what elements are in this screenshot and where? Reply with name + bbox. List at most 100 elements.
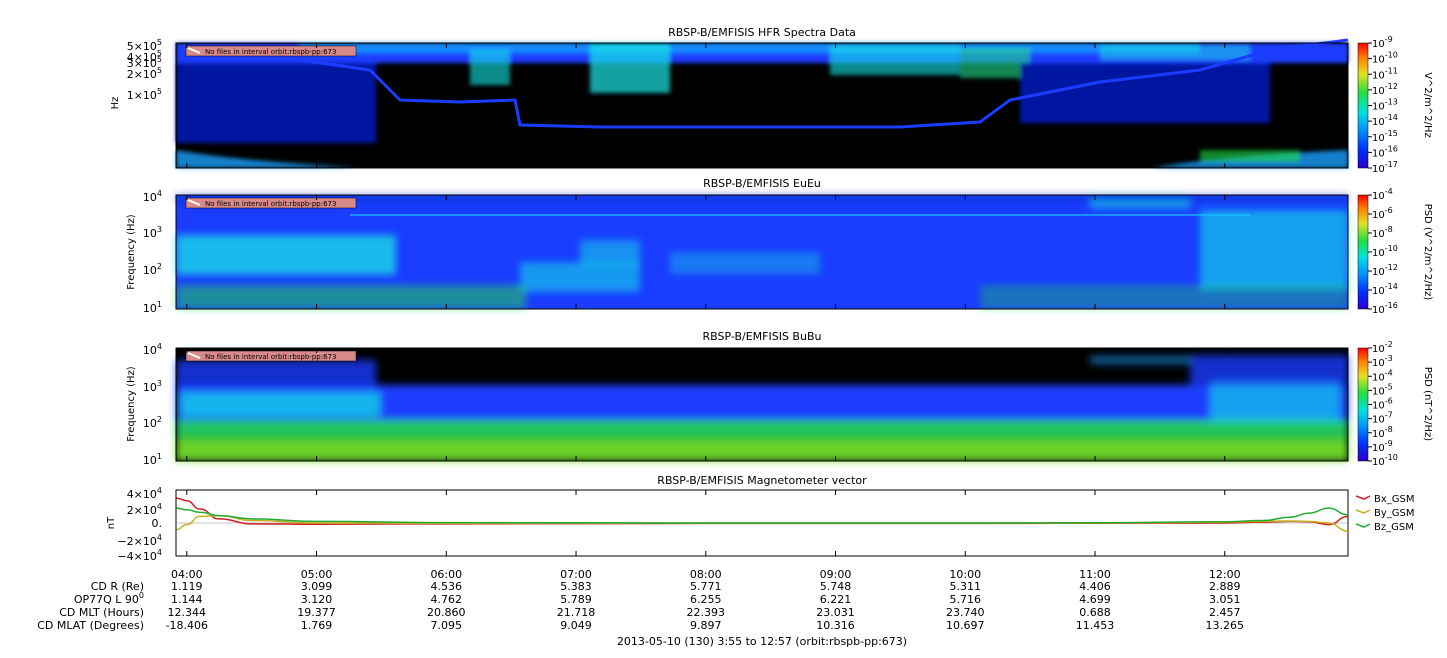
ephemeris-row-label: OP77Q L 900 (74, 591, 144, 606)
ephemeris-value: 4.536 (431, 580, 463, 593)
legend-label: By_GSM (1374, 508, 1415, 519)
eueu-colorbar-ticks: 10-4 10-6 10-8 10-10 10-12 10-14 10-16 (1368, 187, 1398, 316)
legend-swatch (1355, 509, 1371, 514)
colorbar-tick-label: 10-16 (1372, 301, 1398, 316)
ephemeris-value: 11.453 (1076, 619, 1115, 632)
ephemeris-value: 2.457 (1209, 606, 1241, 619)
colorbar-tick-label: 10-2 (1372, 340, 1393, 355)
no-files-badge-2: No files in interval orbit:rbspb-pp:673 (185, 197, 357, 209)
ephemeris-row-label: CD MLT (Hours) (59, 606, 144, 619)
ephemeris-value: 5.383 (560, 580, 592, 593)
ephemeris-value: 1.769 (301, 619, 333, 632)
ephemeris-value: 1.119 (171, 580, 203, 593)
y-tick-label: 103 (143, 225, 162, 240)
colorbar-tick-label: 10-15 (1372, 129, 1398, 144)
ephemeris-value: 10.697 (946, 619, 985, 632)
ephemeris-value: 5.748 (820, 580, 852, 593)
mag-y-ticks: 4×104 2×104 0. −2×104 −4×104 (117, 486, 162, 563)
colorbar-tick-label: 10-10 (1372, 51, 1398, 66)
colorbar-tick-label: 10-14 (1372, 113, 1398, 128)
legend-label: Bz_GSM (1374, 522, 1414, 533)
bubu-y-ticks: 104 103 102 101 (143, 342, 162, 467)
ephemeris-value: 5.311 (950, 580, 982, 593)
panel-bubu-title: RBSP-B/EMFISIS BuBu (703, 330, 822, 343)
y-tick-label: 4×105 (127, 49, 162, 64)
y-tick-label: −2×104 (117, 533, 162, 548)
legend-swatch (1355, 523, 1371, 528)
ephemeris-value: 6.255 (690, 593, 722, 606)
ephemeris-value: 5.789 (560, 593, 592, 606)
ephemeris-value: 4.406 (1079, 580, 1111, 593)
ephemeris-value: -18.406 (166, 619, 208, 632)
eueu-colorbar-label: PSD (V^2/m^2/Hz) (1422, 204, 1433, 301)
colorbar-tick-label: 10-10 (1372, 244, 1398, 259)
y-tick-label: 103 (143, 379, 162, 394)
mag-legend: Bx_GSM By_GSM Bz_GSM (1355, 494, 1415, 533)
ephemeris-value: 6.221 (820, 593, 852, 606)
time-label: 08:00 (690, 568, 722, 581)
colorbar-tick-label: 10-11 (1372, 66, 1398, 81)
colorbar-tick-label: 10-14 (1372, 282, 1398, 297)
bubu-spectrogram (176, 355, 1348, 461)
y-tick-label: 2×104 (127, 502, 162, 517)
panel-mag-title: RBSP-B/EMFISIS Magnetometer vector (657, 474, 867, 487)
hfr-colorbar-ticks: 10-910-1010-1110-1210-1310-1410-1510-161… (1368, 35, 1398, 175)
bubu-y-label: Frequency (Hz) (126, 366, 137, 442)
time-label: 11:00 (1079, 568, 1111, 581)
ephemeris-value: 21.718 (557, 606, 596, 619)
colorbar-tick-label: 10-5 (1372, 382, 1393, 397)
y-tick-label: 4×104 (127, 486, 162, 501)
ephemeris-value: 7.095 (431, 619, 463, 632)
ephemeris-table: CD R (Re) 1.119 3.099 4.536 5.383 5.771 5.748 5… (37, 580, 1244, 632)
y-tick-label: 104 (143, 342, 162, 357)
eueu-y-label: Frequency (Hz) (126, 214, 137, 290)
ephemeris-value: 13.265 (1205, 619, 1244, 632)
bubu-frame (175, 347, 1349, 462)
hfr-frame (175, 42, 1349, 169)
y-tick-label: 5×105 (127, 38, 162, 53)
colorbar-tick-label: 10-3 (1372, 354, 1393, 369)
colorbar-tick-label: 10-12 (1372, 82, 1398, 97)
time-label: 12:00 (1209, 568, 1241, 581)
ephemeris-value: 5.771 (690, 580, 722, 593)
hfr-y-ticks: 5×105 4×105 3×105 2×105 1×105 (127, 38, 162, 102)
y-tick-label: 102 (143, 262, 162, 277)
time-label: 07:00 (560, 568, 592, 581)
time-label: 06:00 (430, 568, 462, 581)
colorbar-tick-label: 10-8 (1372, 425, 1393, 440)
no-files-badge-text: No files in interval orbit:rbspb-pp:673 (205, 48, 336, 56)
ephemeris-value: 10.316 (816, 619, 855, 632)
bubu-colorbar-ticks: 10-210-310-410-510-610-710-810-910-10 (1368, 340, 1398, 468)
ephemeris-value: 9.049 (560, 619, 592, 632)
ephemeris-value: 5.716 (950, 593, 982, 606)
colorbar-tick-label: 10-13 (1372, 98, 1398, 113)
eueu-colorbar (1357, 194, 1369, 310)
ephemeris-value: 19.377 (297, 606, 336, 619)
time-label: 05:00 (301, 568, 333, 581)
colorbar-tick-label: 10-9 (1372, 439, 1393, 454)
ephemeris-value: 9.897 (690, 619, 722, 632)
legend-label: Bx_GSM (1374, 494, 1415, 505)
hfr-spectrogram (176, 43, 1348, 168)
panel-eueu-title: RBSP-B/EMFISIS EuEu (703, 177, 821, 190)
panel-magnetometer: RBSP-B/EMFISIS Magnetometer vector nT 4×… (106, 474, 1415, 563)
panel-hfr: RBSP-B/EMFISIS HFR Spectra Data No files… (110, 26, 1433, 175)
x-axis-title: 2013-05-10 (130) 3:55 to 12:57 (orbit:rb… (617, 635, 907, 648)
y-tick-label: 0. (152, 517, 163, 530)
y-tick-label: 102 (143, 415, 162, 430)
hfr-colorbar-label: V^2/m^2/Hz (1422, 72, 1433, 138)
colorbar-tick-label: 10-4 (1372, 187, 1393, 202)
ephemeris-value: 23.031 (816, 606, 855, 619)
y-tick-label: 3×105 (127, 55, 162, 70)
ephemeris-value: 3.099 (301, 580, 333, 593)
ephemeris-value: 2.889 (1209, 580, 1241, 593)
panel-eueu: RBSP-B/EMFISIS EuEu No files in interval… (126, 177, 1433, 316)
hfr-y-label: Hz (110, 97, 121, 110)
ephemeris-value: 23.740 (946, 606, 985, 619)
y-tick-label: 101 (143, 452, 162, 467)
hfr-colorbar (1357, 42, 1369, 169)
ephemeris-value: 1.144 (171, 593, 203, 606)
y-tick-label: 1×105 (127, 87, 162, 102)
legend-swatch (1355, 495, 1371, 500)
